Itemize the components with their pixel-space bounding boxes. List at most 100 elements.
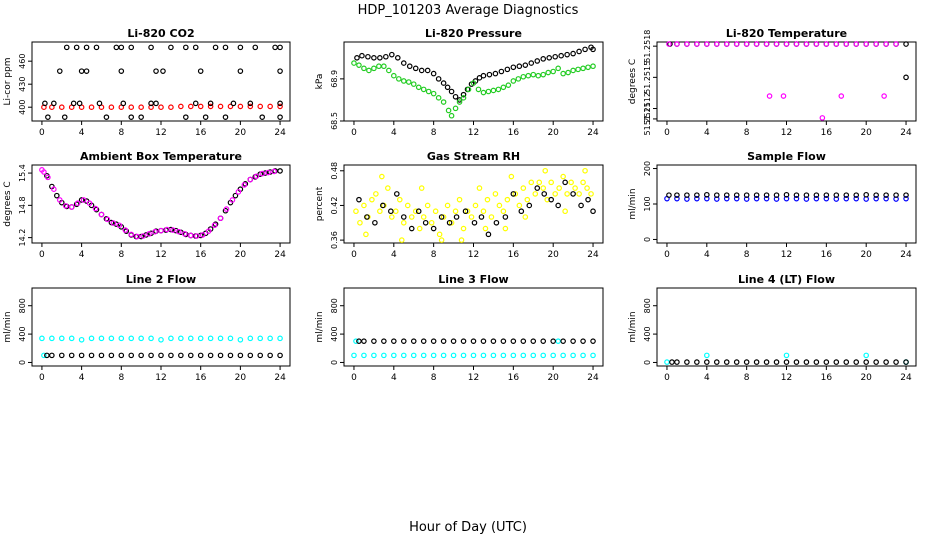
data-point — [674, 359, 680, 365]
data-point — [704, 352, 710, 359]
data-point — [58, 335, 65, 342]
y-axis-label: degrees C — [628, 59, 638, 104]
data-point — [398, 237, 405, 243]
data-point — [522, 214, 529, 220]
data-point — [488, 214, 495, 220]
data-point — [158, 104, 164, 110]
data-point — [168, 352, 174, 359]
data-point — [903, 192, 909, 198]
panel-title: Line 3 Flow — [438, 273, 508, 286]
data-point — [813, 359, 820, 365]
data-point — [448, 112, 455, 119]
y-tick-label: 51.2511 — [643, 102, 652, 135]
series-black — [667, 41, 909, 81]
data-point — [793, 192, 800, 198]
data-point — [400, 60, 407, 66]
data-point — [853, 359, 860, 365]
data-point — [229, 197, 236, 203]
data-point — [903, 74, 909, 81]
data-point — [753, 359, 760, 365]
data-point — [500, 352, 507, 359]
y-tick-label: 0 — [330, 360, 339, 365]
data-point — [460, 225, 467, 232]
data-point — [534, 185, 541, 191]
data-point — [893, 192, 899, 198]
x-tick-label: 24 — [274, 250, 286, 260]
data-point — [590, 46, 596, 53]
data-point — [160, 68, 166, 74]
data-point — [39, 335, 45, 342]
data-point — [903, 41, 909, 47]
data-point — [492, 70, 499, 77]
x-tick-label: 4 — [391, 128, 397, 138]
y-tick-label: 400 — [643, 326, 652, 341]
data-point — [819, 115, 826, 121]
x-tick-label: 8 — [744, 373, 750, 383]
data-point — [590, 208, 596, 215]
x-tick-label: 20 — [547, 128, 559, 138]
data-point — [98, 352, 105, 359]
data-point — [813, 195, 820, 202]
data-point — [412, 208, 419, 215]
data-point — [410, 338, 417, 344]
data-point — [723, 41, 730, 47]
data-point — [495, 86, 502, 93]
data-point — [128, 335, 135, 342]
x-tick-label: 24 — [900, 373, 912, 383]
data-point — [424, 202, 431, 209]
data-point — [694, 195, 700, 202]
data-point — [510, 78, 517, 84]
data-point — [118, 352, 125, 359]
data-point — [223, 206, 230, 212]
data-point — [58, 352, 65, 359]
data-point — [490, 87, 497, 94]
data-point — [212, 44, 219, 51]
data-point — [793, 195, 800, 202]
data-point — [257, 352, 264, 359]
x-tick-label: 16 — [821, 250, 833, 260]
data-point — [237, 352, 244, 359]
series-green — [351, 60, 596, 119]
data-point — [492, 191, 499, 197]
data-point — [524, 196, 531, 203]
data-point — [783, 41, 790, 47]
y-tick-label: 800 — [643, 298, 652, 313]
data-point — [570, 338, 576, 344]
data-point — [400, 338, 407, 344]
data-point — [843, 195, 850, 202]
data-point — [187, 232, 194, 239]
data-point — [207, 103, 214, 110]
data-point — [545, 69, 552, 76]
data-point — [193, 233, 200, 239]
y-tick-label: 430 — [18, 77, 27, 92]
data-point — [128, 104, 135, 110]
data-point — [78, 197, 85, 203]
data-point — [450, 352, 457, 359]
data-point — [813, 41, 820, 47]
data-point — [164, 226, 170, 233]
data-point — [408, 214, 415, 220]
data-point — [70, 100, 77, 107]
x-tick-label: 4 — [704, 128, 710, 138]
y-tick-label: 400 — [18, 100, 27, 115]
data-point — [873, 195, 879, 202]
data-point — [440, 338, 447, 344]
x-tick-label: 16 — [821, 128, 833, 138]
panel-3: Li-820 Temperature degrees C 0 4 8 12 16 20 24 51… — [628, 27, 917, 138]
data-point — [803, 41, 810, 47]
data-point — [247, 352, 254, 359]
y-tick-label: 15.4 — [18, 164, 27, 182]
data-point — [420, 86, 427, 93]
data-point — [217, 215, 224, 222]
data-point — [408, 225, 415, 232]
data-point — [227, 352, 234, 359]
data-point — [560, 173, 566, 180]
data-point — [376, 63, 382, 70]
plot-frame — [31, 164, 291, 244]
series-cyan — [351, 338, 596, 359]
panel-7: Line 2 Flow ml/min 0 4 8 12 16 20 24 0 400 800 — [3, 273, 291, 383]
data-point — [400, 219, 407, 226]
data-point — [580, 352, 586, 359]
data-point — [568, 179, 574, 186]
data-point — [674, 41, 680, 47]
